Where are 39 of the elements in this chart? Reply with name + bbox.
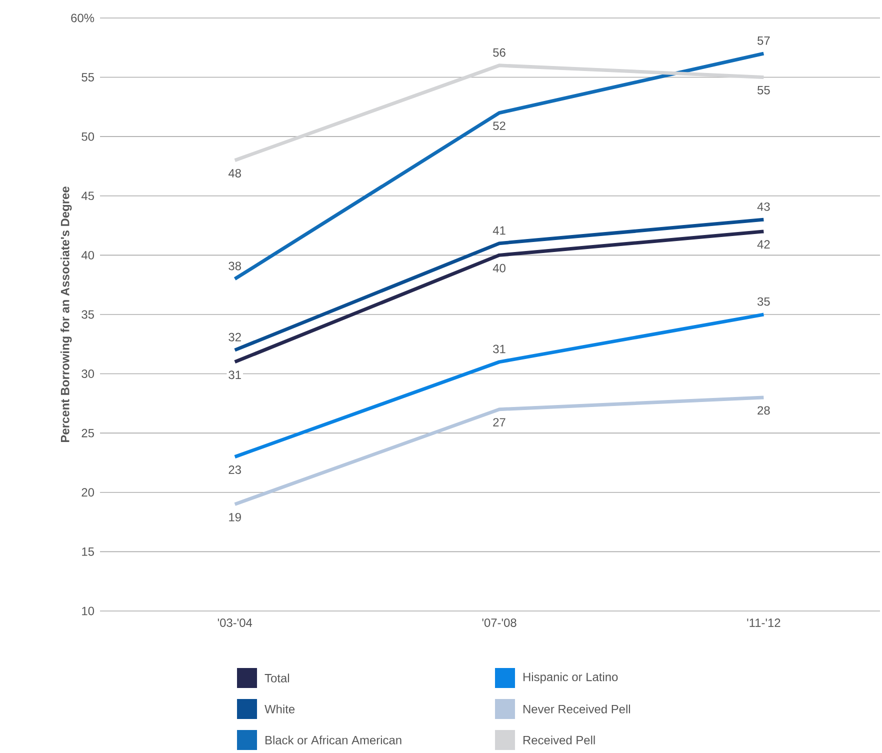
legend-label: Received Pell xyxy=(524,736,595,744)
y-tick-label: 15 xyxy=(82,548,94,556)
y-tick-label: 25 xyxy=(82,428,94,438)
y-tick-label: 40 xyxy=(81,250,94,260)
y-tick-label: 60% xyxy=(71,14,94,22)
x-tick-label: '07-'08 xyxy=(482,618,516,627)
y-tick-label: 45 xyxy=(81,192,94,200)
legend-label: Black or African American xyxy=(266,736,402,744)
data-label: 31 xyxy=(493,344,506,354)
data-label: 56 xyxy=(493,48,506,57)
x-tick-label: '03-'04 xyxy=(218,618,252,627)
data-label: 41 xyxy=(492,226,506,235)
data-label: 31 xyxy=(228,370,241,380)
y-tick-label: 35 xyxy=(82,310,94,319)
data-label: 42 xyxy=(757,240,770,249)
y-tick-label: 30 xyxy=(82,370,94,378)
data-label: 35 xyxy=(757,297,770,306)
data-label: 40 xyxy=(492,264,506,272)
y-tick-label: 50 xyxy=(82,132,94,141)
legend-label: Hispanic or Latino xyxy=(524,672,618,684)
y-tick-label: 55 xyxy=(82,73,94,82)
x-tick-label: '11-'12 xyxy=(747,618,780,627)
data-label: 55 xyxy=(758,86,770,94)
data-label: 27 xyxy=(493,418,506,426)
data-label: 32 xyxy=(228,332,241,342)
data-label: 48 xyxy=(228,169,241,178)
data-label: 28 xyxy=(758,406,770,415)
legend-label: Total xyxy=(264,674,289,682)
data-label: 57 xyxy=(758,36,770,45)
y-tick-label: 20 xyxy=(82,488,94,497)
data-label: 23 xyxy=(228,466,241,474)
y-axis-title: Percent Borrowing for an Associate's Degree xyxy=(60,186,72,442)
legend-label: White xyxy=(264,704,295,714)
data-label: 43 xyxy=(757,202,770,211)
legend-label: Never Received Pell xyxy=(524,704,630,714)
data-label: 52 xyxy=(493,122,506,130)
y-tick-label: 10 xyxy=(82,606,94,616)
data-label: 38 xyxy=(228,262,241,270)
data-label: 19 xyxy=(229,512,241,522)
